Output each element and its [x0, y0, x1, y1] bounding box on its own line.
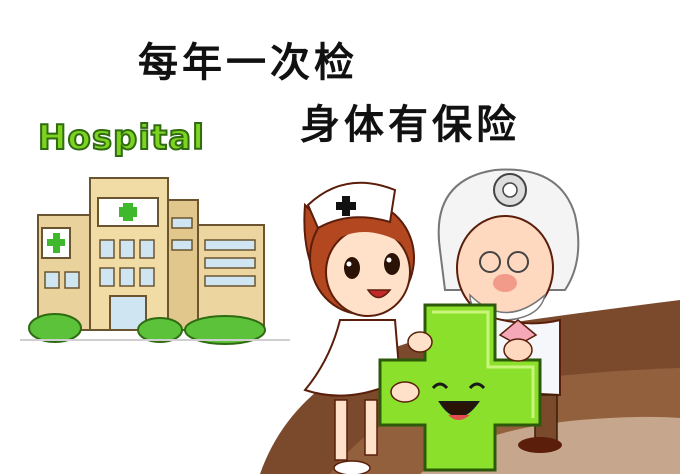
slogan-line-1: 每年一次检 [138, 40, 358, 86]
nurse-character [303, 181, 415, 474]
hospital-building [20, 177, 290, 345]
hospital-sign: Hospital [37, 117, 205, 159]
smiling-green-cross [378, 303, 542, 472]
slogan-line-2: 身体有保险 [300, 102, 520, 148]
